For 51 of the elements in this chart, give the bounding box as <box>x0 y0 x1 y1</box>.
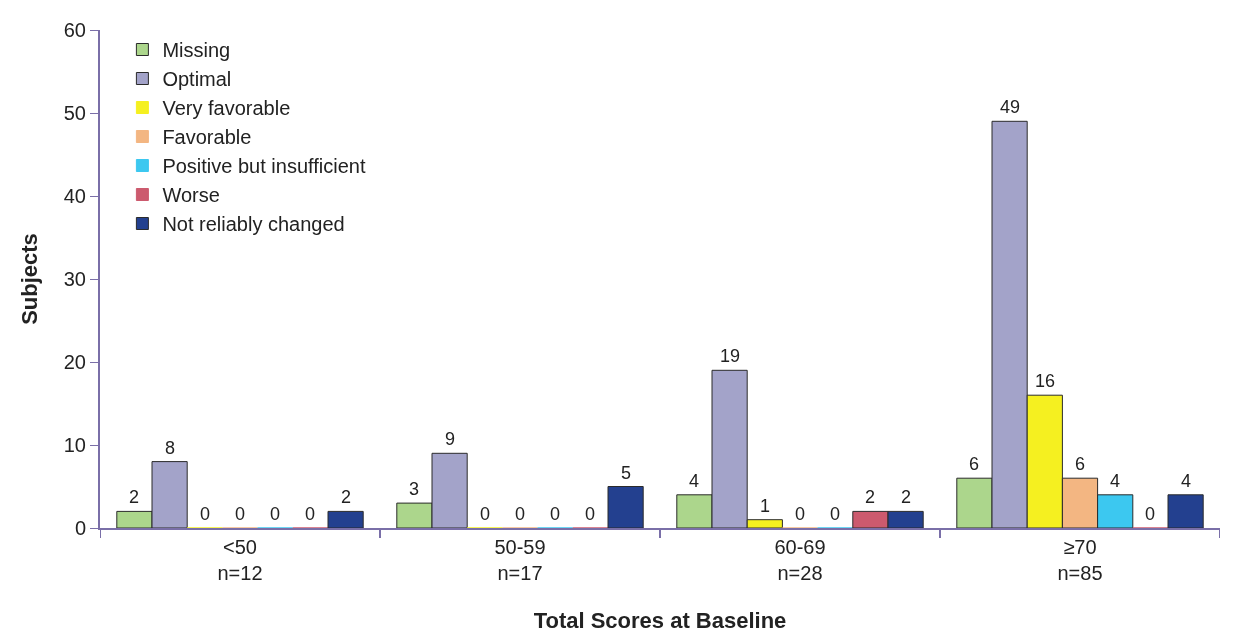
data-label: 2 <box>341 487 352 507</box>
y-tick-label: 50 <box>63 102 86 124</box>
data-label: 49 <box>1000 97 1021 117</box>
y-axis-title: Subjects <box>17 233 43 325</box>
data-label: 4 <box>689 471 700 491</box>
legend-label: Worse <box>162 184 220 207</box>
legend-label: Missing <box>162 39 231 62</box>
data-label: 19 <box>720 346 741 366</box>
data-label: 0 <box>585 504 596 524</box>
data-label: 6 <box>969 454 980 474</box>
data-label: 8 <box>165 438 176 458</box>
y-tick-label: 10 <box>63 434 86 456</box>
y-tick-label: 30 <box>63 268 86 290</box>
data-label: 2 <box>865 487 876 507</box>
x-tick-label: 50-59 n=17 <box>494 536 546 584</box>
data-label: 0 <box>515 504 526 524</box>
data-label: 4 <box>1181 471 1192 491</box>
data-label: 0 <box>1145 504 1156 524</box>
y-tick-label: 40 <box>63 185 86 207</box>
data-label: 3 <box>409 479 420 499</box>
data-label: 0 <box>795 504 806 524</box>
legend-label: Not reliably changed <box>162 213 345 236</box>
y-tick-label: 20 <box>63 351 86 373</box>
data-label: 0 <box>305 504 316 524</box>
data-label: 0 <box>830 504 841 524</box>
bar <box>607 486 644 528</box>
data-label: 6 <box>1075 454 1086 474</box>
data-label: 0 <box>270 504 281 524</box>
legend-label: Very favorable <box>162 97 291 120</box>
x-tick-label: ≥70 n=85 <box>1057 536 1103 584</box>
data-label: 2 <box>901 487 912 507</box>
y-tick-label: 60 <box>63 19 86 41</box>
bar <box>1167 494 1204 528</box>
data-label: 0 <box>200 504 211 524</box>
legend-label: Optimal <box>162 68 232 91</box>
data-label: 0 <box>235 504 246 524</box>
data-label: 5 <box>621 463 632 483</box>
data-label: 9 <box>445 429 456 449</box>
data-label: 4 <box>1110 471 1121 491</box>
bar <box>327 510 364 528</box>
data-label: 2 <box>129 487 140 507</box>
y-tick-label: 0 <box>74 517 86 539</box>
data-label: 0 <box>480 504 491 524</box>
x-tick-label: <50 n=12 <box>217 536 263 584</box>
data-label: 0 <box>550 504 561 524</box>
legend-label: Positive but insufficient <box>162 155 366 178</box>
data-label: 1 <box>760 496 771 516</box>
data-label: 16 <box>1035 371 1056 391</box>
x-axis-title: Total Scores at Baseline <box>533 608 787 634</box>
legend-label: Favorable <box>162 126 252 149</box>
x-tick-label: 60-69 n=28 <box>774 536 826 584</box>
